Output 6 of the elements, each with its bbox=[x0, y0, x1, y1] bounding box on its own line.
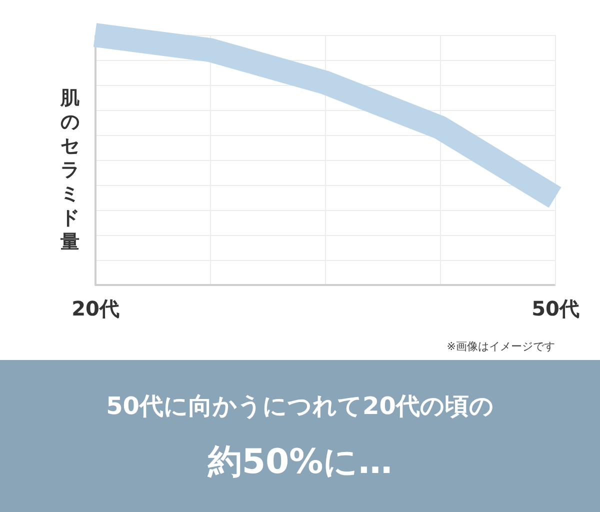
text: ※画像はイメージです bbox=[446, 340, 555, 353]
x-tick-label: 20代 bbox=[72, 296, 120, 320]
text: 約50%に… bbox=[206, 442, 392, 482]
text: 50代に向かうにつれて20代の頃の bbox=[106, 392, 494, 420]
x-tick-label: 50代 bbox=[532, 296, 580, 320]
y-axis-title: 肌のセラミド量 bbox=[60, 87, 80, 253]
